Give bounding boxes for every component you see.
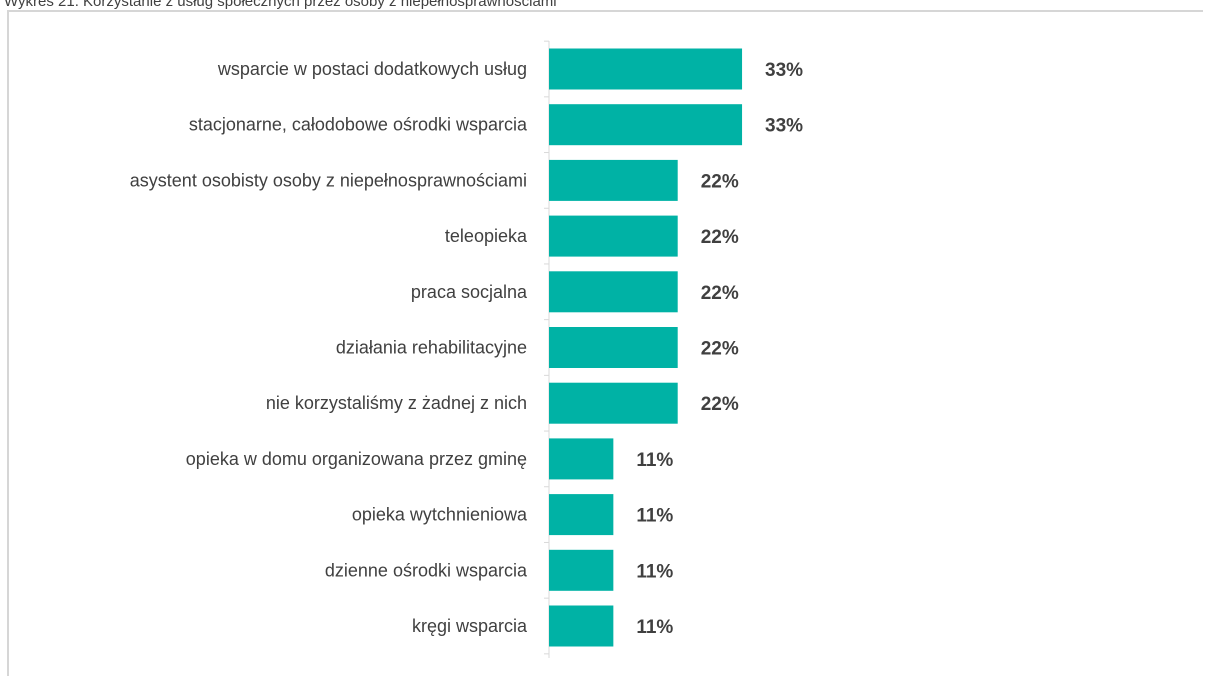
- category-label: dzienne ośrodki wsparcia: [325, 560, 528, 580]
- category-label: asystent osobisty osoby z niepełnosprawn…: [130, 170, 527, 190]
- category-label: stacjonarne, całodobowe ośrodki wsparcia: [189, 115, 528, 135]
- chart-caption: Wykres 21. Korzystanie z usług społeczny…: [4, 0, 557, 10]
- data-label: 22%: [701, 171, 739, 192]
- bar: [549, 438, 614, 480]
- category-label: wsparcie w postaci dodatkowych usług: [217, 59, 527, 79]
- category-label: nie korzystaliśmy z żadnej z nich: [266, 393, 527, 413]
- data-label: 11%: [636, 450, 673, 471]
- bar: [549, 215, 678, 257]
- data-label: 22%: [701, 339, 739, 360]
- bar: [549, 48, 743, 90]
- bar: [549, 159, 678, 201]
- bar: [549, 494, 614, 536]
- bar: [549, 327, 678, 368]
- data-label: 11%: [636, 506, 673, 527]
- data-label: 22%: [701, 227, 739, 248]
- chart-frame: [7, 10, 1203, 676]
- category-label: kręgi wsparcia: [412, 616, 528, 636]
- category-label: praca socjalna: [411, 282, 528, 302]
- bar: [549, 605, 614, 647]
- data-label: 22%: [701, 283, 739, 304]
- bar: [549, 382, 678, 424]
- data-label: 33%: [765, 60, 803, 81]
- bar: [549, 549, 614, 591]
- category-label: teleopieka: [445, 226, 528, 246]
- category-label: opieka w domu organizowana przez gminę: [186, 449, 527, 469]
- data-label: 11%: [636, 561, 673, 582]
- category-label: opieka wytchnieniowa: [352, 505, 528, 525]
- data-label: 22%: [701, 394, 739, 415]
- category-label: działania rehabilitacyjne: [336, 338, 527, 358]
- bar: [549, 104, 743, 146]
- data-label: 11%: [636, 617, 673, 638]
- data-label: 33%: [765, 116, 803, 137]
- bar: [549, 271, 678, 313]
